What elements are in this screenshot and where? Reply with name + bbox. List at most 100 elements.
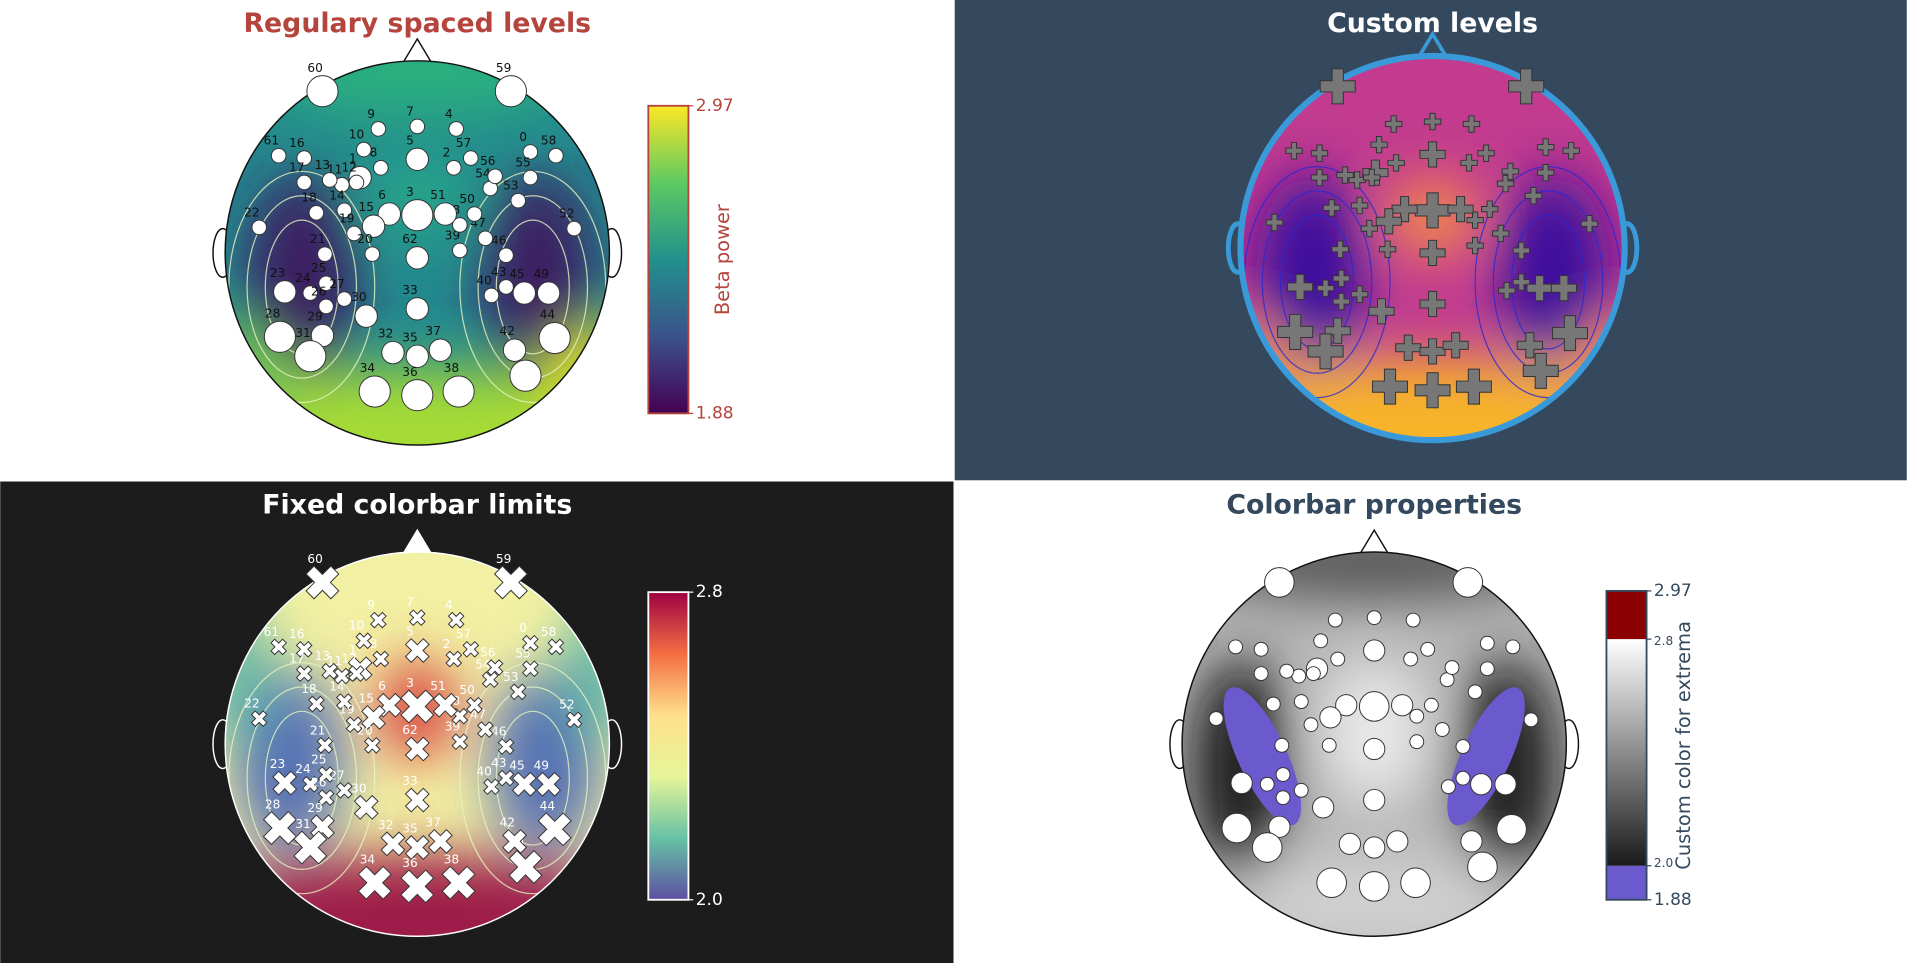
electrode [452, 217, 468, 233]
colorbar-tick-label: 1.88 [696, 403, 734, 423]
electrode [1332, 269, 1351, 288]
electrode [547, 638, 565, 656]
electrode-label: 51 [430, 679, 445, 693]
electrode [1466, 236, 1484, 255]
electrode [296, 150, 312, 166]
colorbar-gradient [1606, 639, 1647, 866]
electrode [511, 771, 537, 797]
electrode [1293, 782, 1309, 798]
electrode-label: 26 [311, 284, 326, 298]
electrode [1375, 208, 1402, 235]
extrema-region [1447, 687, 1525, 826]
electrode [293, 830, 328, 865]
electrode-label: 12 [341, 160, 356, 174]
electrode-label: 7 [406, 596, 414, 610]
electrode [509, 683, 527, 701]
head-outline [1181, 551, 1568, 937]
electrode-label: 0 [519, 130, 527, 144]
electrode-label: 54 [475, 166, 491, 180]
electrode [355, 632, 373, 650]
electrode [1279, 663, 1295, 679]
electrode [498, 279, 514, 295]
electrode-label: 30 [351, 290, 366, 304]
electrode [405, 147, 429, 171]
contour [1261, 190, 1373, 374]
electrode [1319, 68, 1356, 105]
electrode [537, 812, 572, 847]
electrode-label: 37 [425, 815, 440, 829]
electrode [405, 297, 429, 321]
electrode [364, 246, 381, 262]
electrode-label: 21 [310, 723, 325, 737]
electrode [1335, 694, 1358, 717]
electrode-label: 14 [329, 188, 345, 202]
electrode [462, 640, 480, 658]
electrode [522, 169, 539, 186]
electrode [1505, 639, 1521, 655]
electrode [1293, 694, 1309, 709]
electrode [405, 344, 429, 368]
electrode [301, 775, 319, 793]
electrode-label: 23 [270, 266, 285, 280]
electrode [361, 704, 386, 730]
electrode-label: 26 [311, 776, 326, 790]
electrode-label: 24 [295, 762, 311, 776]
electrode-label: 49 [534, 758, 549, 772]
electrode [1275, 767, 1291, 782]
electrode [1253, 666, 1269, 682]
electrode-label: 44 [540, 308, 556, 322]
electrode [483, 778, 500, 796]
electrode-label: 20 [357, 232, 372, 246]
electrode [1319, 706, 1342, 729]
electrode-label: 35 [402, 822, 417, 836]
electrode-label: 22 [244, 697, 259, 711]
electrode [1265, 696, 1281, 712]
electrode [448, 121, 464, 137]
electrode [1378, 240, 1397, 258]
electrode [1447, 196, 1474, 223]
electrode [1460, 830, 1483, 853]
electrode-label: 2 [443, 146, 451, 160]
electrode-label: 33 [402, 283, 417, 297]
electrode-label: 9 [367, 598, 375, 612]
electrode [508, 849, 543, 884]
electrode [1494, 773, 1517, 796]
electrode [1313, 633, 1329, 649]
electrode [538, 321, 571, 355]
electrode [273, 280, 297, 304]
electrode [1363, 836, 1386, 859]
electrode [296, 174, 312, 191]
electrode [346, 225, 362, 242]
electrode [335, 781, 353, 799]
electrode [1580, 215, 1599, 233]
electrode [404, 835, 430, 860]
electrode [510, 192, 526, 209]
electrode-label: 5 [406, 133, 414, 147]
electrode-label: 52 [559, 207, 574, 221]
colorbar-tick-label: 2.8 [696, 582, 723, 602]
electrode-label: 45 [509, 267, 524, 281]
electrode [336, 291, 353, 307]
electrode [1336, 166, 1354, 184]
panel-title: Fixed colorbar limits [262, 489, 572, 520]
electrode [1419, 239, 1446, 266]
electrode-label: 27 [329, 277, 344, 291]
electrode [487, 168, 503, 185]
electrode [1479, 635, 1495, 651]
electrode [1350, 196, 1369, 215]
electrode [1516, 332, 1543, 359]
electrode-label: 0 [519, 621, 527, 635]
electrode [1419, 141, 1446, 168]
electrode [321, 662, 339, 680]
electrode [1512, 273, 1531, 291]
colorbar-tick-label: 2.8 [1654, 634, 1673, 648]
nose [402, 37, 433, 64]
electrode-label: 61 [264, 134, 279, 148]
electrode [1363, 788, 1386, 812]
electrode [1384, 115, 1403, 133]
head-outline [1237, 52, 1628, 444]
electrode-label: 61 [264, 625, 279, 639]
colorbar-label: Custom color for extrema [1672, 621, 1695, 870]
electrode-label: 17 [289, 652, 304, 666]
electrode-label: 8 [370, 637, 378, 651]
